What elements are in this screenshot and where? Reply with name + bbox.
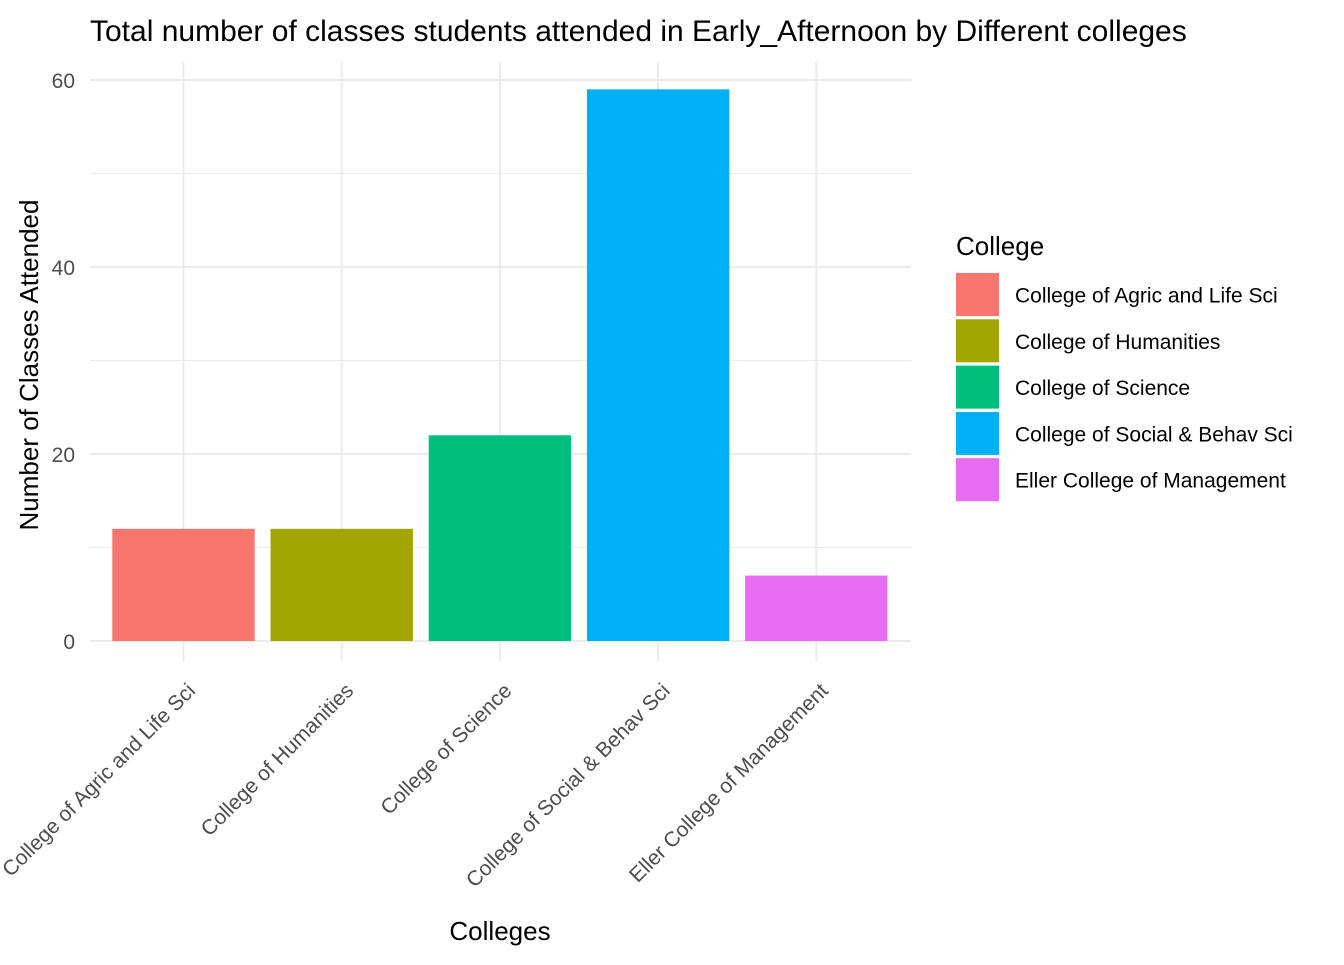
bars [112, 89, 888, 642]
bar [112, 528, 255, 641]
legend-label: College of Humanities [1015, 331, 1220, 354]
y-tick-label: 20 [52, 444, 75, 467]
x-tick-label: College of Humanities [197, 679, 359, 841]
bar [270, 528, 413, 641]
y-axis-label: Number of Classes Attended [14, 200, 44, 531]
y-tick-label: 0 [63, 631, 75, 654]
legend: College College of Agric and Life SciCol… [956, 231, 1293, 502]
y-tick-label: 60 [52, 70, 75, 93]
bar [586, 89, 730, 642]
legend-key [956, 458, 999, 502]
legend-label: College of Social & Behav Sci [1015, 423, 1293, 446]
legend-key [956, 319, 999, 363]
legend-key [956, 411, 999, 455]
x-tick-label: College of Science [376, 679, 516, 819]
legend-label: Eller College of Management [1015, 470, 1286, 493]
legend-label: College of Agric and Life Sci [1015, 285, 1278, 308]
legend-key [956, 365, 999, 409]
bar [745, 575, 888, 641]
legend-title: College [956, 231, 1044, 261]
y-tick-label: 40 [52, 257, 75, 280]
y-axis-ticks: 0 20 40 60 [52, 70, 75, 654]
legend-key [956, 273, 999, 316]
x-tick-label: College of Agric and Life Sci [0, 679, 200, 881]
legend-entries: College of Agric and Life Sci College of … [956, 273, 1293, 502]
legend-label: College of Science [1015, 377, 1190, 400]
x-axis-label: Colleges [449, 916, 550, 946]
bar [428, 435, 572, 641]
chart-title: Total number of classes students attende… [90, 15, 1187, 48]
